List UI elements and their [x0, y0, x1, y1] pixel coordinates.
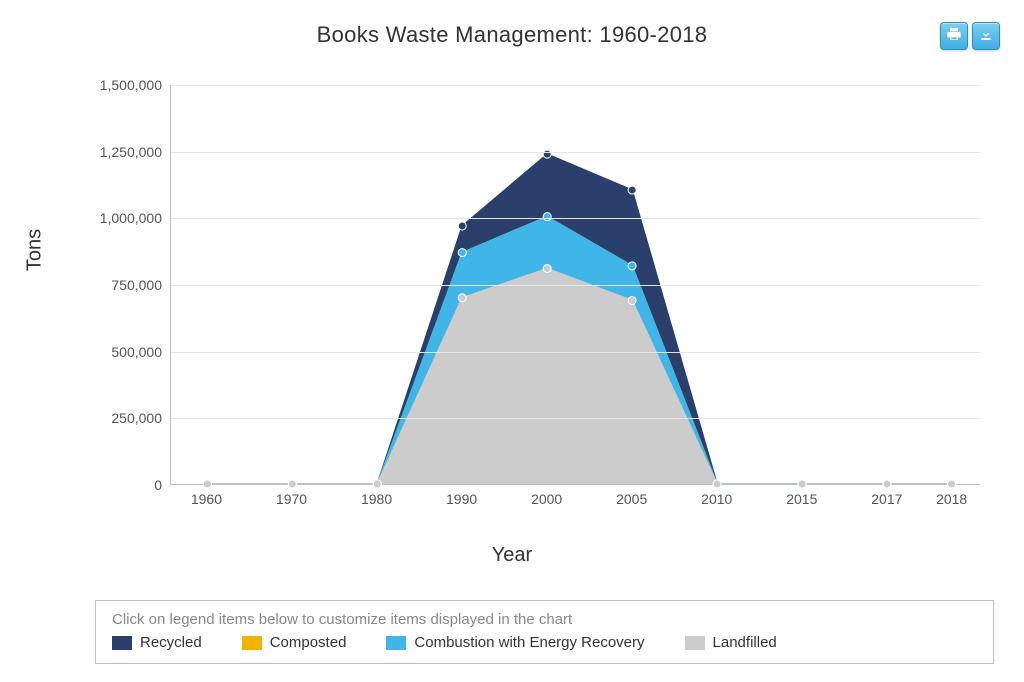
area-series	[207, 269, 951, 484]
legend-items: Recycled Composted Combustion with Energy …	[112, 634, 977, 651]
legend-item[interactable]: Landfilled	[685, 634, 777, 651]
plot-area	[170, 85, 980, 485]
data-point[interactable]	[628, 296, 636, 304]
y-tick-label: 1,500,000	[100, 77, 162, 93]
legend-swatch	[386, 636, 406, 650]
data-point[interactable]	[543, 213, 551, 221]
x-tick-label: 2005	[616, 491, 647, 507]
x-axis-title: Year	[0, 544, 1024, 567]
x-tick-label: 1980	[361, 491, 392, 507]
gridline	[171, 352, 980, 353]
data-point[interactable]	[458, 294, 466, 302]
data-point[interactable]	[543, 265, 551, 273]
x-tick-label: 2017	[871, 491, 902, 507]
print-button[interactable]	[940, 22, 968, 50]
download-icon	[978, 26, 994, 47]
x-axis-ticks: 1960 1970 1980 1990 2000 2005 2010 2015 2017 2018	[170, 485, 980, 515]
y-tick-label: 750,000	[111, 277, 162, 293]
data-point[interactable]	[458, 249, 466, 257]
gridline	[171, 152, 980, 153]
print-icon	[946, 26, 962, 47]
chart-toolbar	[940, 22, 1000, 50]
data-point[interactable]	[628, 186, 636, 194]
gridline	[171, 418, 980, 419]
y-tick-label: 0	[154, 477, 162, 493]
legend-swatch	[685, 636, 705, 650]
x-tick-label: 2000	[531, 491, 562, 507]
data-point[interactable]	[628, 262, 636, 270]
legend-item[interactable]: Combustion with Energy Recovery	[386, 634, 644, 651]
x-tick-label: 2018	[936, 491, 967, 507]
legend: Click on legend items below to customize…	[95, 600, 994, 664]
legend-label: Composted	[270, 634, 347, 651]
legend-hint: Click on legend items below to customize…	[112, 611, 977, 628]
gridline	[171, 85, 980, 86]
x-tick-label: 1970	[276, 491, 307, 507]
y-tick-label: 1,250,000	[100, 144, 162, 160]
data-point[interactable]	[458, 222, 466, 230]
legend-item[interactable]: Composted	[242, 634, 347, 651]
y-tick-label: 250,000	[111, 410, 162, 426]
download-button[interactable]	[972, 22, 1000, 50]
y-tick-label: 500,000	[111, 344, 162, 360]
x-tick-label: 1990	[446, 491, 477, 507]
gridline	[171, 218, 980, 219]
y-axis-ticks: 0250,000500,000750,0001,000,0001,250,000…	[0, 85, 170, 485]
legend-swatch	[242, 636, 262, 650]
x-tick-label: 2010	[701, 491, 732, 507]
y-tick-label: 1,000,000	[100, 210, 162, 226]
legend-item[interactable]: Recycled	[112, 634, 202, 651]
gridline	[171, 285, 980, 286]
legend-label: Landfilled	[713, 634, 777, 651]
x-tick-label: 2015	[786, 491, 817, 507]
legend-label: Combustion with Energy Recovery	[414, 634, 644, 651]
legend-label: Recycled	[140, 634, 202, 651]
chart-title: Books Waste Management: 1960-2018	[317, 22, 708, 47]
legend-swatch	[112, 636, 132, 650]
x-tick-label: 1960	[191, 491, 222, 507]
